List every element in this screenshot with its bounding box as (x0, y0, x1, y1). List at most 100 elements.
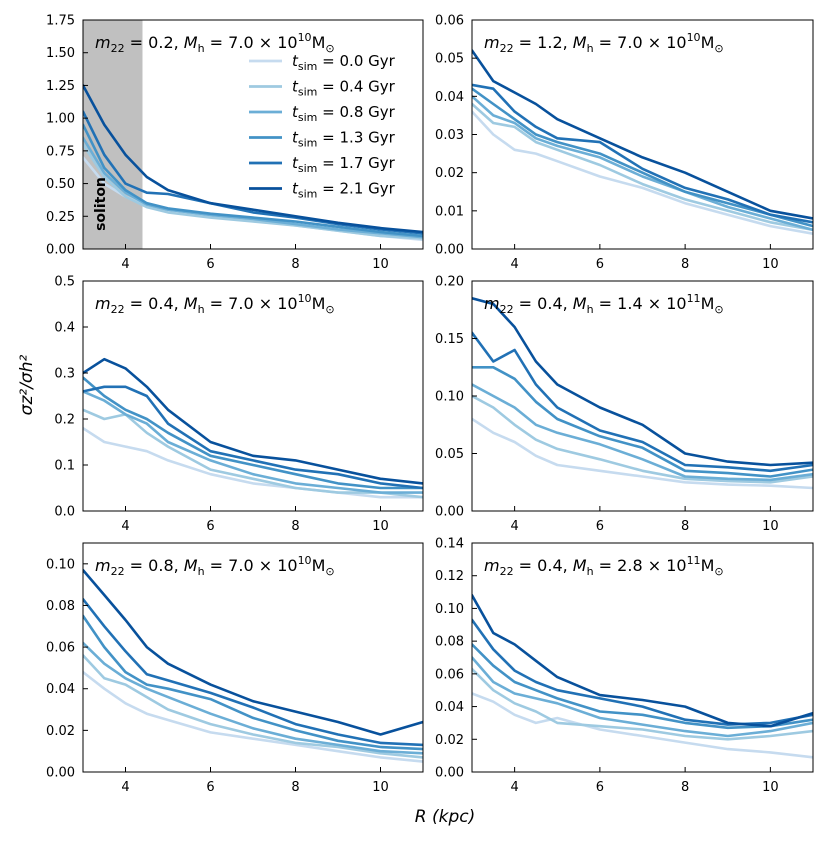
title-part: 10 (298, 554, 312, 567)
x-tick-label: 4 (510, 780, 518, 795)
title-part: m (484, 33, 500, 52)
y-tick-label: 0.08 (46, 599, 75, 614)
legend-entry: tsim = 0.4 Gyr (292, 78, 396, 99)
legend-sub: sim (298, 162, 318, 175)
legend-entry: tsim = 1.7 Gyr (292, 154, 396, 175)
y-tick-label: 1.50 (46, 46, 75, 61)
y-tick-label: 0.00 (435, 243, 464, 258)
y-tick-label: 1.75 (46, 14, 75, 29)
title-part: M (573, 33, 587, 52)
series-line-4 (472, 87, 813, 228)
title-part: 22 (500, 303, 514, 316)
legend-t: t (292, 52, 299, 70)
x-tick-label: 10 (762, 257, 779, 272)
y-tick-label: 1.25 (46, 79, 75, 94)
legend-t: t (292, 154, 299, 172)
y-tick-label: 0.06 (435, 14, 464, 29)
series-line-1 (83, 426, 423, 499)
series-group (83, 357, 423, 499)
y-tick-label: 0.00 (46, 766, 75, 781)
series-group (83, 568, 423, 763)
title-part: M (573, 294, 587, 313)
x-tick-label: 4 (121, 519, 129, 534)
legend-sub: sim (298, 188, 318, 201)
y-axis-label: σz²/σh² (17, 355, 37, 416)
title-part: ⊙ (714, 303, 723, 316)
title-part: h (587, 42, 594, 55)
series-line-2 (83, 408, 423, 499)
title-part: = 0.4, (125, 294, 184, 313)
legend-value: = 1.3 Gyr (317, 129, 395, 147)
series-line-3 (472, 95, 813, 232)
y-tick-label: 0.10 (46, 557, 75, 572)
plot-frame (82, 542, 424, 773)
x-tick-label: 10 (762, 780, 779, 795)
title-part: 22 (500, 565, 514, 578)
title-part: M (573, 556, 587, 575)
x-tick-label: 10 (372, 780, 389, 795)
series-line-4 (83, 614, 423, 751)
legend-value: = 0.0 Gyr (317, 52, 395, 70)
title-part: = 0.4, (514, 556, 573, 575)
y-tick-label: 0.02 (435, 733, 464, 748)
title-part: 22 (111, 42, 125, 55)
y-tick-label: 0.00 (435, 766, 464, 781)
x-tick-label: 4 (121, 780, 129, 795)
y-tick-label: 0.05 (435, 52, 464, 67)
soliton-label: soliton (93, 177, 109, 231)
title-part: ⊙ (325, 303, 334, 316)
title-part: 10 (298, 292, 312, 305)
y-tick-label: 0.20 (435, 275, 464, 290)
panel-6: 4 6 8 10 0.00 0.02 0.04 0.06 0.08 0.10 0.12 0.14 m22… (435, 537, 814, 795)
legend-entry: tsim = 0.0 Gyr (292, 52, 396, 73)
title-part: M (701, 556, 715, 575)
title-part: = 7.0 × 10 (205, 556, 298, 575)
series-line-5 (472, 331, 813, 473)
series-line-1 (83, 670, 423, 763)
series-line-6 (472, 297, 813, 467)
series-line-6 (472, 49, 813, 220)
panel-title: m22 = 0.4, Mh = 1.4 × 1011M⊙ (484, 292, 724, 316)
panel-title: m22 = 1.2, Mh = 7.0 × 1010M⊙ (484, 31, 724, 55)
x-tick-label: 8 (291, 780, 299, 795)
y-tick-label: 0.25 (46, 210, 75, 225)
x-tick-label: 10 (372, 257, 389, 272)
legend-t: t (292, 103, 299, 121)
series-group (472, 297, 813, 490)
title-part: 10 (687, 31, 701, 44)
y-tick-label: 0.04 (435, 90, 464, 105)
series-line-4 (83, 376, 423, 490)
title-part: M (701, 294, 715, 313)
legend-entry: tsim = 2.1 Gyr (292, 180, 396, 201)
y-tick-label: 0.5 (54, 275, 75, 290)
series-line-2 (472, 102, 813, 232)
title-part: h (198, 42, 205, 55)
title-part: = 1.4 × 10 (594, 294, 687, 313)
x-tick-label: 8 (681, 257, 689, 272)
panel-1: 4 6 8 10 0.00 0.25 0.50 0.75 1.00 1.25 1.50 1.75 m22… (46, 14, 424, 272)
series-line-2 (83, 143, 423, 240)
title-part: M (184, 294, 198, 313)
title-part: = 7.0 × 10 (205, 294, 298, 313)
series-group (472, 49, 813, 235)
y-tick-label: 0.00 (46, 243, 75, 258)
y-tick-label: 0.05 (435, 447, 464, 462)
legend-sub: sim (298, 86, 318, 99)
y-tick-label: 0.10 (435, 390, 464, 405)
title-part: = 2.8 × 10 (594, 556, 687, 575)
legend-t: t (292, 129, 299, 147)
series-line-3 (83, 390, 423, 494)
y-tick-label: 0.3 (54, 367, 75, 382)
series-line-6 (83, 84, 423, 234)
x-tick-label: 8 (291, 519, 299, 534)
legend-t: t (292, 78, 299, 96)
x-tick-label: 4 (510, 519, 518, 534)
x-tick-label: 6 (596, 257, 604, 272)
series-group (83, 84, 423, 242)
y-tick-label: 0.03 (435, 128, 464, 143)
title-part: = 7.0 × 10 (205, 33, 298, 52)
title-part: h (198, 565, 205, 578)
title-part: m (484, 294, 500, 313)
x-tick-label: 8 (681, 780, 689, 795)
